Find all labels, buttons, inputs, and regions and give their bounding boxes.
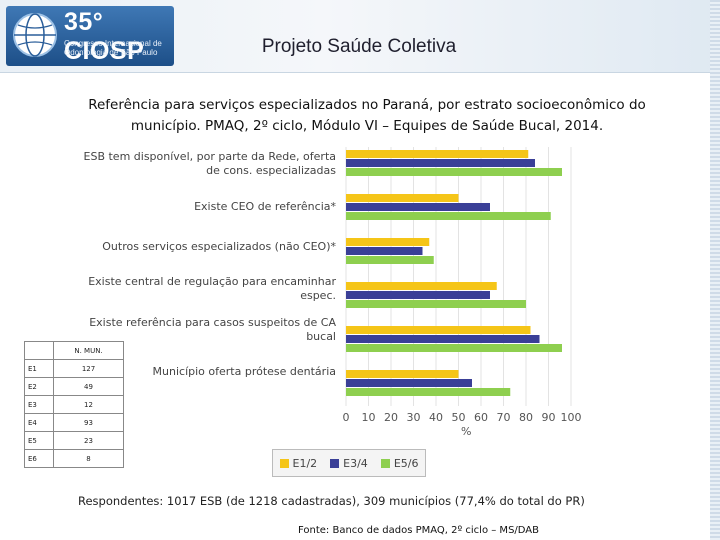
bar (346, 247, 423, 255)
bar (346, 344, 562, 352)
table-row: E3 12 (24, 395, 124, 414)
x-tick-label: 20 (384, 411, 398, 424)
bar (346, 291, 490, 299)
category-label: Município oferta prótese dentária (152, 365, 336, 378)
category-label: ESB tem disponível, por parte da Rede, o… (83, 150, 336, 177)
table-cell: E3 (24, 395, 54, 414)
legend-swatch (330, 458, 340, 468)
bar (346, 238, 430, 246)
x-tick-label: 100 (561, 411, 582, 424)
source-note: Fonte: Banco de dados PMAQ, 2º ciclo – M… (298, 525, 540, 536)
legend-swatch (279, 458, 289, 468)
x-tick-label: 0 (343, 411, 350, 424)
x-tick-label: 70 (497, 411, 511, 424)
bar (346, 212, 551, 220)
globe-icon (13, 13, 57, 57)
category-label: Outros serviços especializados (não CEO)… (102, 240, 336, 253)
legend-label: E5/6 (393, 456, 419, 470)
table-row: E6 8 (24, 449, 124, 468)
table-cell: 127 (53, 359, 124, 378)
legend-label: E3/4 (343, 456, 368, 470)
table-cell: E4 (24, 413, 54, 432)
bar (346, 282, 497, 290)
legend-item: E5/6 (380, 456, 419, 470)
bar (346, 203, 490, 211)
bar (346, 159, 535, 167)
table-row: E2 49 (24, 377, 124, 396)
header-banner: 35° CIOSP Congresso Internacional de Odo… (0, 0, 720, 73)
category-label: Existe CEO de referência* (194, 200, 336, 213)
chart-legend: E1/2 E3/4 E5/6 (272, 449, 426, 477)
table-cell: E6 (24, 449, 54, 468)
bar-chart: 0 10 20 30 40 50 60 70 80 90 100 (343, 147, 582, 424)
ciosp-logo: 35° CIOSP Congresso Internacional de Odo… (6, 6, 174, 66)
legend-label: E1/2 (292, 456, 318, 470)
table-row: E5 23 (24, 431, 124, 450)
table-cell: E5 (24, 431, 54, 450)
respondents-note: Respondentes: 1017 ESB (de 1218 cadastra… (78, 494, 585, 508)
bar (346, 300, 526, 308)
table-cell (24, 341, 54, 360)
table-row: E1 127 (24, 359, 124, 378)
table-header-row: N. MUN. (24, 341, 124, 360)
municipality-count-table: N. MUN. E1 127 E2 49 E3 12 E4 93 E5 23 E… (24, 341, 124, 468)
x-tick-label: 10 (362, 411, 376, 424)
chart-heading: Referência para serviços especializados … (88, 97, 646, 134)
logo-subtitle: Congresso Internacional de Odontologia d… (64, 39, 162, 57)
x-axis-label: % (461, 425, 472, 438)
x-tick-label: 40 (429, 411, 443, 424)
table-row: E4 93 (24, 413, 124, 432)
x-tick-label: 80 (519, 411, 533, 424)
page-title: Projeto Saúde Coletiva (261, 36, 457, 57)
category-label: Existe referência para casos suspeitos d… (89, 316, 336, 343)
bar (346, 168, 562, 176)
legend-item: E3/4 (330, 457, 368, 470)
category-label: Existe central de regulação para encamin… (88, 275, 336, 302)
table-cell: E2 (24, 377, 54, 396)
bar (346, 370, 459, 378)
legend-item: E1/2 (279, 456, 318, 470)
bar (346, 379, 472, 387)
bar (346, 194, 459, 202)
bar (346, 150, 529, 158)
table-cell: 12 (53, 395, 124, 414)
decorative-strip (710, 0, 720, 540)
table-cell: 23 (53, 431, 124, 450)
bar (346, 256, 434, 264)
x-tick-label: 60 (474, 411, 488, 424)
table-header: N. MUN. (53, 341, 124, 360)
x-tick-label: 50 (452, 411, 466, 424)
logo-title: 35° CIOSP (64, 8, 145, 65)
table-cell: 49 (53, 377, 124, 396)
bar (346, 388, 511, 396)
table-cell: 93 (53, 413, 124, 432)
table-cell: E1 (24, 359, 54, 378)
bar (346, 335, 540, 343)
table-cell: 8 (53, 449, 124, 468)
bar (346, 326, 531, 334)
x-tick-label: 90 (542, 411, 556, 424)
legend-swatch (380, 458, 390, 468)
x-tick-label: 30 (407, 411, 421, 424)
